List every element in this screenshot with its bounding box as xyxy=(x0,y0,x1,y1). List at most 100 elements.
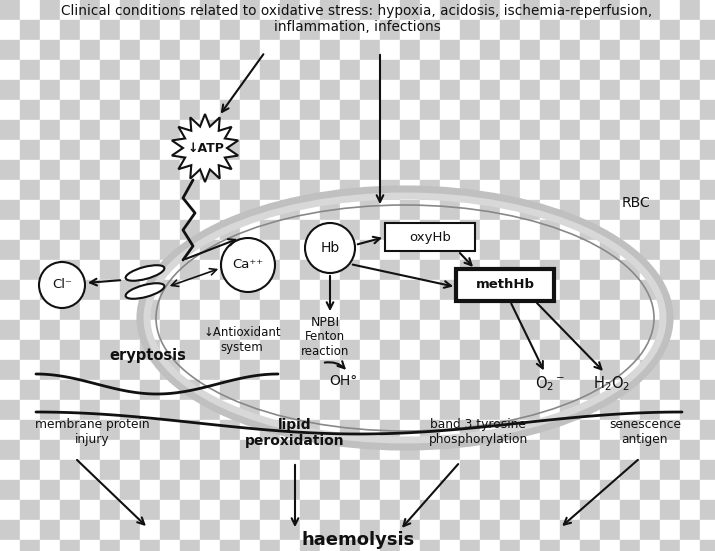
Bar xyxy=(200,60,220,80)
Bar xyxy=(160,380,180,400)
Bar xyxy=(620,340,640,360)
Bar xyxy=(380,340,400,360)
Bar xyxy=(320,480,340,500)
Text: Ca⁺⁺: Ca⁺⁺ xyxy=(232,258,264,272)
Text: oxyHb: oxyHb xyxy=(409,230,451,244)
Bar xyxy=(540,460,560,480)
Bar xyxy=(260,440,280,460)
Bar xyxy=(600,380,620,400)
Bar xyxy=(120,180,140,200)
Bar xyxy=(460,0,480,20)
Bar xyxy=(260,340,280,360)
Bar xyxy=(260,400,280,420)
Bar xyxy=(640,120,660,140)
Bar xyxy=(340,140,360,160)
Bar xyxy=(280,40,300,60)
Bar xyxy=(660,20,680,40)
Bar xyxy=(440,240,460,260)
Bar xyxy=(300,440,320,460)
Bar xyxy=(260,280,280,300)
Bar xyxy=(540,20,560,40)
Bar xyxy=(520,400,540,420)
Bar xyxy=(680,420,700,440)
Bar xyxy=(400,260,420,280)
Bar xyxy=(640,200,660,220)
Bar xyxy=(100,440,120,460)
Circle shape xyxy=(305,223,355,273)
Bar xyxy=(380,40,400,60)
Bar xyxy=(480,240,500,260)
Bar xyxy=(480,360,500,380)
Bar xyxy=(60,320,80,340)
Bar xyxy=(80,360,100,380)
Bar xyxy=(60,160,80,180)
Bar xyxy=(620,0,640,20)
Bar xyxy=(20,400,40,420)
Bar xyxy=(340,380,360,400)
Bar xyxy=(20,100,40,120)
Bar xyxy=(240,240,260,260)
Bar xyxy=(120,20,140,40)
Bar xyxy=(280,60,300,80)
Bar xyxy=(540,0,560,20)
Bar xyxy=(200,40,220,60)
Polygon shape xyxy=(172,114,238,182)
Bar xyxy=(300,120,320,140)
Bar xyxy=(440,400,460,420)
Bar xyxy=(660,300,680,320)
Bar xyxy=(440,80,460,100)
Bar xyxy=(0,360,20,380)
Bar xyxy=(680,220,700,240)
Bar xyxy=(40,100,60,120)
Bar xyxy=(580,480,600,500)
Bar xyxy=(540,280,560,300)
Bar xyxy=(80,120,100,140)
Bar xyxy=(560,400,580,420)
Bar xyxy=(420,80,440,100)
Bar xyxy=(620,540,640,551)
Bar xyxy=(320,300,340,320)
Bar xyxy=(140,100,160,120)
Bar xyxy=(680,0,700,20)
Bar xyxy=(360,180,380,200)
Bar xyxy=(360,500,380,520)
Bar xyxy=(560,140,580,160)
Bar xyxy=(60,440,80,460)
Bar xyxy=(520,120,540,140)
Bar xyxy=(300,380,320,400)
Bar xyxy=(300,140,320,160)
Bar xyxy=(40,440,60,460)
Bar xyxy=(240,440,260,460)
Bar xyxy=(100,160,120,180)
Bar xyxy=(500,120,520,140)
Bar xyxy=(640,460,660,480)
Bar xyxy=(460,460,480,480)
Bar xyxy=(620,280,640,300)
Bar xyxy=(700,540,715,551)
Bar xyxy=(60,460,80,480)
Bar xyxy=(300,540,320,551)
Bar xyxy=(180,260,200,280)
Bar xyxy=(280,280,300,300)
Bar xyxy=(60,540,80,551)
Bar xyxy=(340,440,360,460)
Bar xyxy=(320,500,340,520)
Bar xyxy=(140,320,160,340)
Bar xyxy=(200,80,220,100)
Bar xyxy=(380,200,400,220)
Bar xyxy=(440,0,460,20)
Bar xyxy=(20,460,40,480)
Bar xyxy=(320,200,340,220)
Bar xyxy=(320,0,340,20)
Bar xyxy=(60,140,80,160)
Bar xyxy=(600,440,620,460)
Bar xyxy=(40,280,60,300)
Bar xyxy=(460,540,480,551)
Bar xyxy=(240,340,260,360)
Bar xyxy=(560,320,580,340)
Bar xyxy=(500,460,520,480)
Bar xyxy=(320,140,340,160)
Bar xyxy=(340,280,360,300)
Bar xyxy=(440,40,460,60)
Bar xyxy=(500,480,520,500)
